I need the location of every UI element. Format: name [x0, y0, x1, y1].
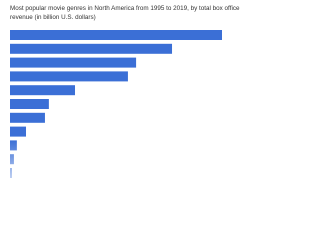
fade-overlay [0, 140, 266, 189]
chart-title: Most popular movie genres in North Ameri… [10, 5, 240, 21]
bar [10, 112, 45, 123]
page: {"chart_data": {"type": "bar", "orientat… [0, 5, 266, 189]
bar [10, 30, 223, 40]
bar [10, 85, 76, 96]
bar [10, 57, 137, 68]
bar [10, 126, 27, 137]
bar [10, 71, 128, 82]
bar [10, 99, 49, 109]
bar [10, 43, 173, 54]
